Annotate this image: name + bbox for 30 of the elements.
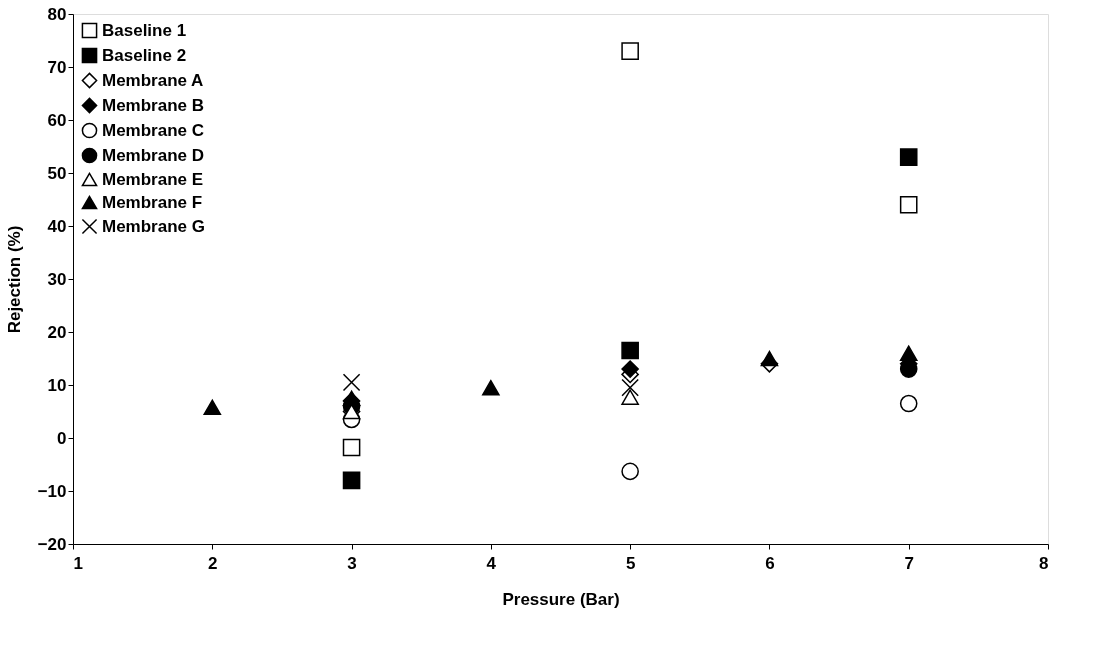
y-tick-label: −20 [37,534,67,554]
legend-label: Membrane A [102,70,204,90]
legend-label: Membrane D [102,145,205,165]
y-tick-label: 80 [47,4,67,24]
y-tick-label: 0 [57,428,67,448]
legend-label: Baseline 1 [102,20,187,40]
x-tick-label: 6 [765,553,775,573]
y-tick-label: 60 [47,110,67,130]
legend-label: Membrane C [102,120,205,140]
y-tick-label: 10 [47,375,67,395]
y-tick-label: 50 [47,163,67,183]
y-tick-label: 40 [47,216,67,236]
x-tick-label: 1 [73,553,83,573]
x-tick-label: 2 [208,553,218,573]
legend-label: Membrane E [102,169,204,189]
y-tick-label: 70 [47,57,67,77]
x-tick-label: 5 [625,553,636,573]
x-axis-title: Pressure (Bar) [502,589,620,609]
y-axis-title: Rejection (%) [4,225,24,334]
legend-label: Membrane F [102,192,203,212]
x-tick-label: 3 [347,553,357,573]
x-tick-label: 4 [486,553,497,573]
legend-label: Membrane B [102,95,205,115]
legend-label: Baseline 2 [102,45,187,65]
x-tick-label: 8 [1039,553,1049,573]
y-tick-label: −10 [37,481,67,501]
legend-label: Membrane G [102,216,205,236]
y-tick-label: 20 [47,322,67,342]
x-tick-label: 7 [904,553,914,573]
y-tick-label: 30 [47,269,67,289]
